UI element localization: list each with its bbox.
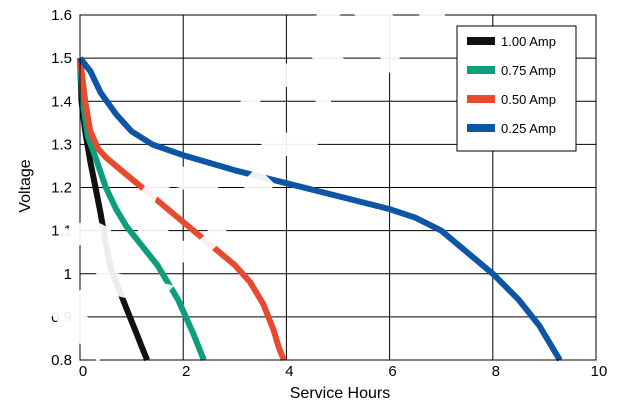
legend-label: 0.75 Amp — [501, 63, 556, 78]
x-axis-title: Service Hours — [290, 385, 390, 402]
legend-label: 1.00 Amp — [501, 34, 556, 49]
series-line-2 — [77, 57, 207, 362]
x-tick-label: 10 — [591, 363, 608, 380]
y-tick-label: 1.2 — [51, 180, 72, 197]
y-tick-label: 1 — [64, 266, 72, 283]
legend-label: 0.50 Amp — [501, 92, 556, 107]
y-tick-label: 0.8 — [51, 352, 72, 369]
x-tick-label: 2 — [182, 363, 190, 380]
legend-box — [456, 25, 577, 152]
y-tick-label: 1.3 — [51, 136, 72, 153]
legend-swatch — [467, 124, 495, 132]
series-line-4 — [77, 56, 563, 362]
legend-label: 0.25 Amp — [501, 121, 556, 136]
legend: 1.00 Amp 0.75 Amp 0.50 Amp 0.25 Amp — [456, 25, 577, 152]
y-axis-ticks: 0.8 0.9 1 1.1 1.2 1.3 1.4 1.5 1.6 — [51, 7, 72, 369]
series-lines — [77, 56, 563, 362]
legend-swatch — [467, 66, 495, 74]
plot-frame — [79, 14, 597, 361]
legend-swatch — [467, 37, 495, 45]
y-tick-label: 0.9 — [51, 309, 72, 326]
y-tick-label: 1.6 — [51, 7, 72, 24]
x-tick-label: 6 — [388, 363, 396, 380]
legend-swatch — [467, 95, 495, 103]
x-tick-label: 8 — [492, 363, 500, 380]
y-tick-label: 1.1 — [51, 223, 72, 240]
y-tick-label: 1.5 — [51, 50, 72, 67]
series-line-3 — [77, 57, 287, 362]
x-axis-ticks: 0 2 4 6 8 10 — [79, 363, 608, 380]
y-axis-title: Voltage — [17, 159, 34, 212]
x-tick-label: 0 — [79, 363, 87, 380]
x-tick-label: 4 — [285, 363, 293, 380]
y-tick-label: 1.4 — [51, 93, 72, 110]
